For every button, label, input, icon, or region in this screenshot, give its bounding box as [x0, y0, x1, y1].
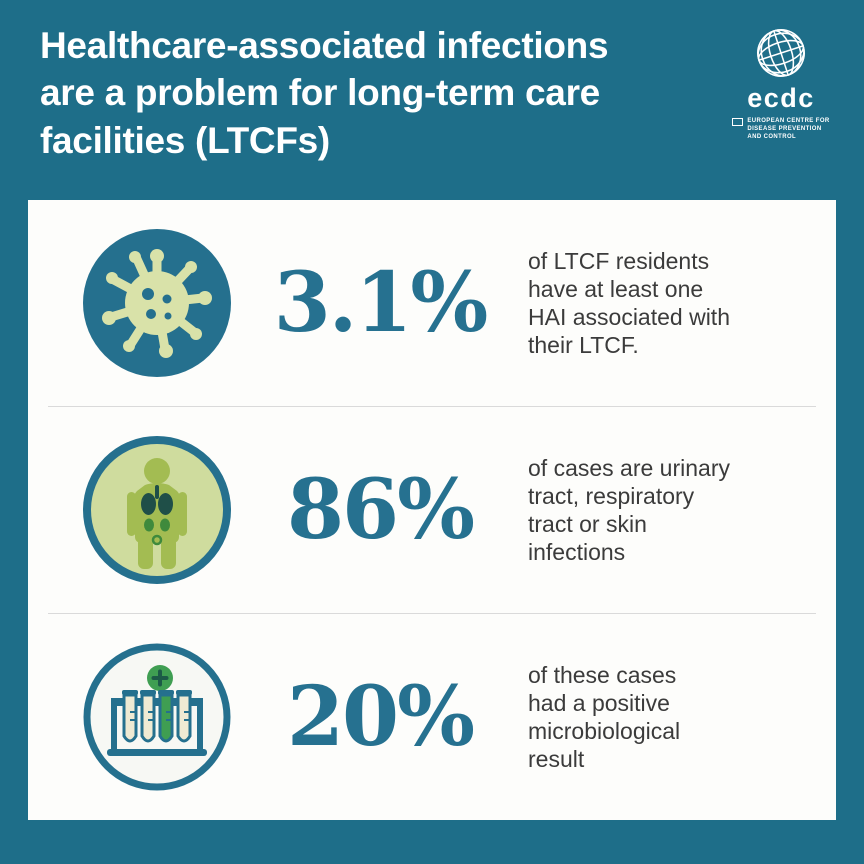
ecdc-logo-name: ecdc	[747, 83, 815, 113]
virus-icon	[82, 228, 232, 378]
stat-row-prevalence: 3.1% of LTCF residents have at least one…	[28, 200, 836, 406]
stat-row-microbiology: 20% of these cases had a positive microb…	[28, 614, 836, 820]
human-body-icon	[82, 435, 232, 585]
divider	[48, 406, 816, 407]
stat-value: 20%	[286, 669, 475, 765]
ecdc-logo-subtext: EUROPEAN CENTRE FOR DISEASE PREVENTION A…	[732, 117, 829, 141]
stat-value: 3.1%	[273, 255, 489, 351]
ecdc-logo: ecdc EUROPEAN CENTRE FOR DISEASE PREVENT…	[728, 24, 834, 141]
stat-description: of LTCF residents have at least one HAI …	[528, 247, 730, 359]
page-title: Healthcare-associated infections are a p…	[40, 25, 609, 161]
divider	[48, 613, 816, 614]
stat-value: 86%	[286, 462, 475, 558]
stat-description: of these cases had a positive microbiolo…	[528, 661, 681, 773]
ecdc-logo-tagline: EUROPEAN CENTRE FOR DISEASE PREVENTION A…	[747, 118, 830, 141]
eu-flag-icon	[732, 118, 744, 126]
stat-row-infection-types: 86% of cases are urinary tract, respirat…	[28, 407, 836, 613]
content-panel: 3.1% of LTCF residents have at least one…	[28, 200, 836, 820]
test-tubes-icon	[82, 642, 232, 792]
stat-description: of cases are urinary tract, respiratory …	[528, 454, 730, 566]
ecdc-globe-icon	[752, 24, 810, 82]
